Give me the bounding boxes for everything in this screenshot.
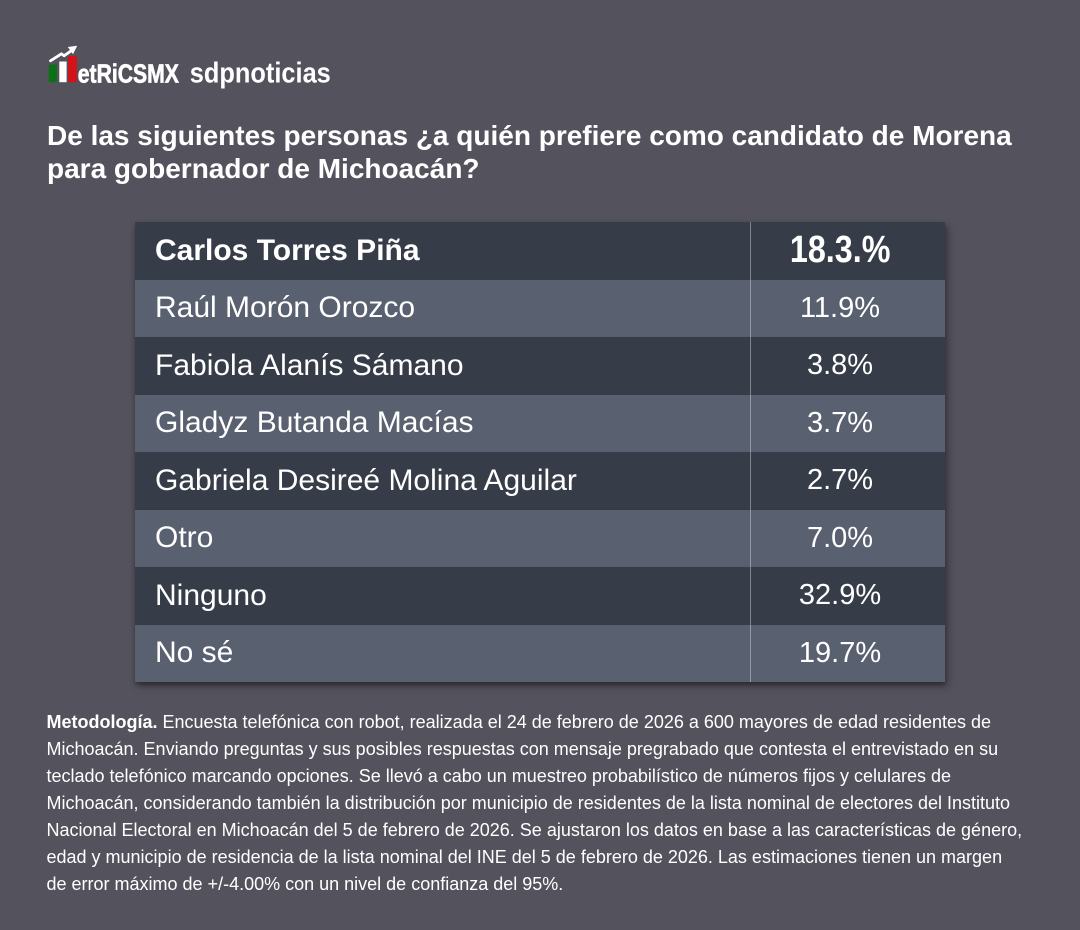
svg-text:etRiCSMX: etRiCSMX	[78, 58, 180, 88]
svg-text:sdpnoticias: sdpnoticias	[190, 57, 331, 89]
